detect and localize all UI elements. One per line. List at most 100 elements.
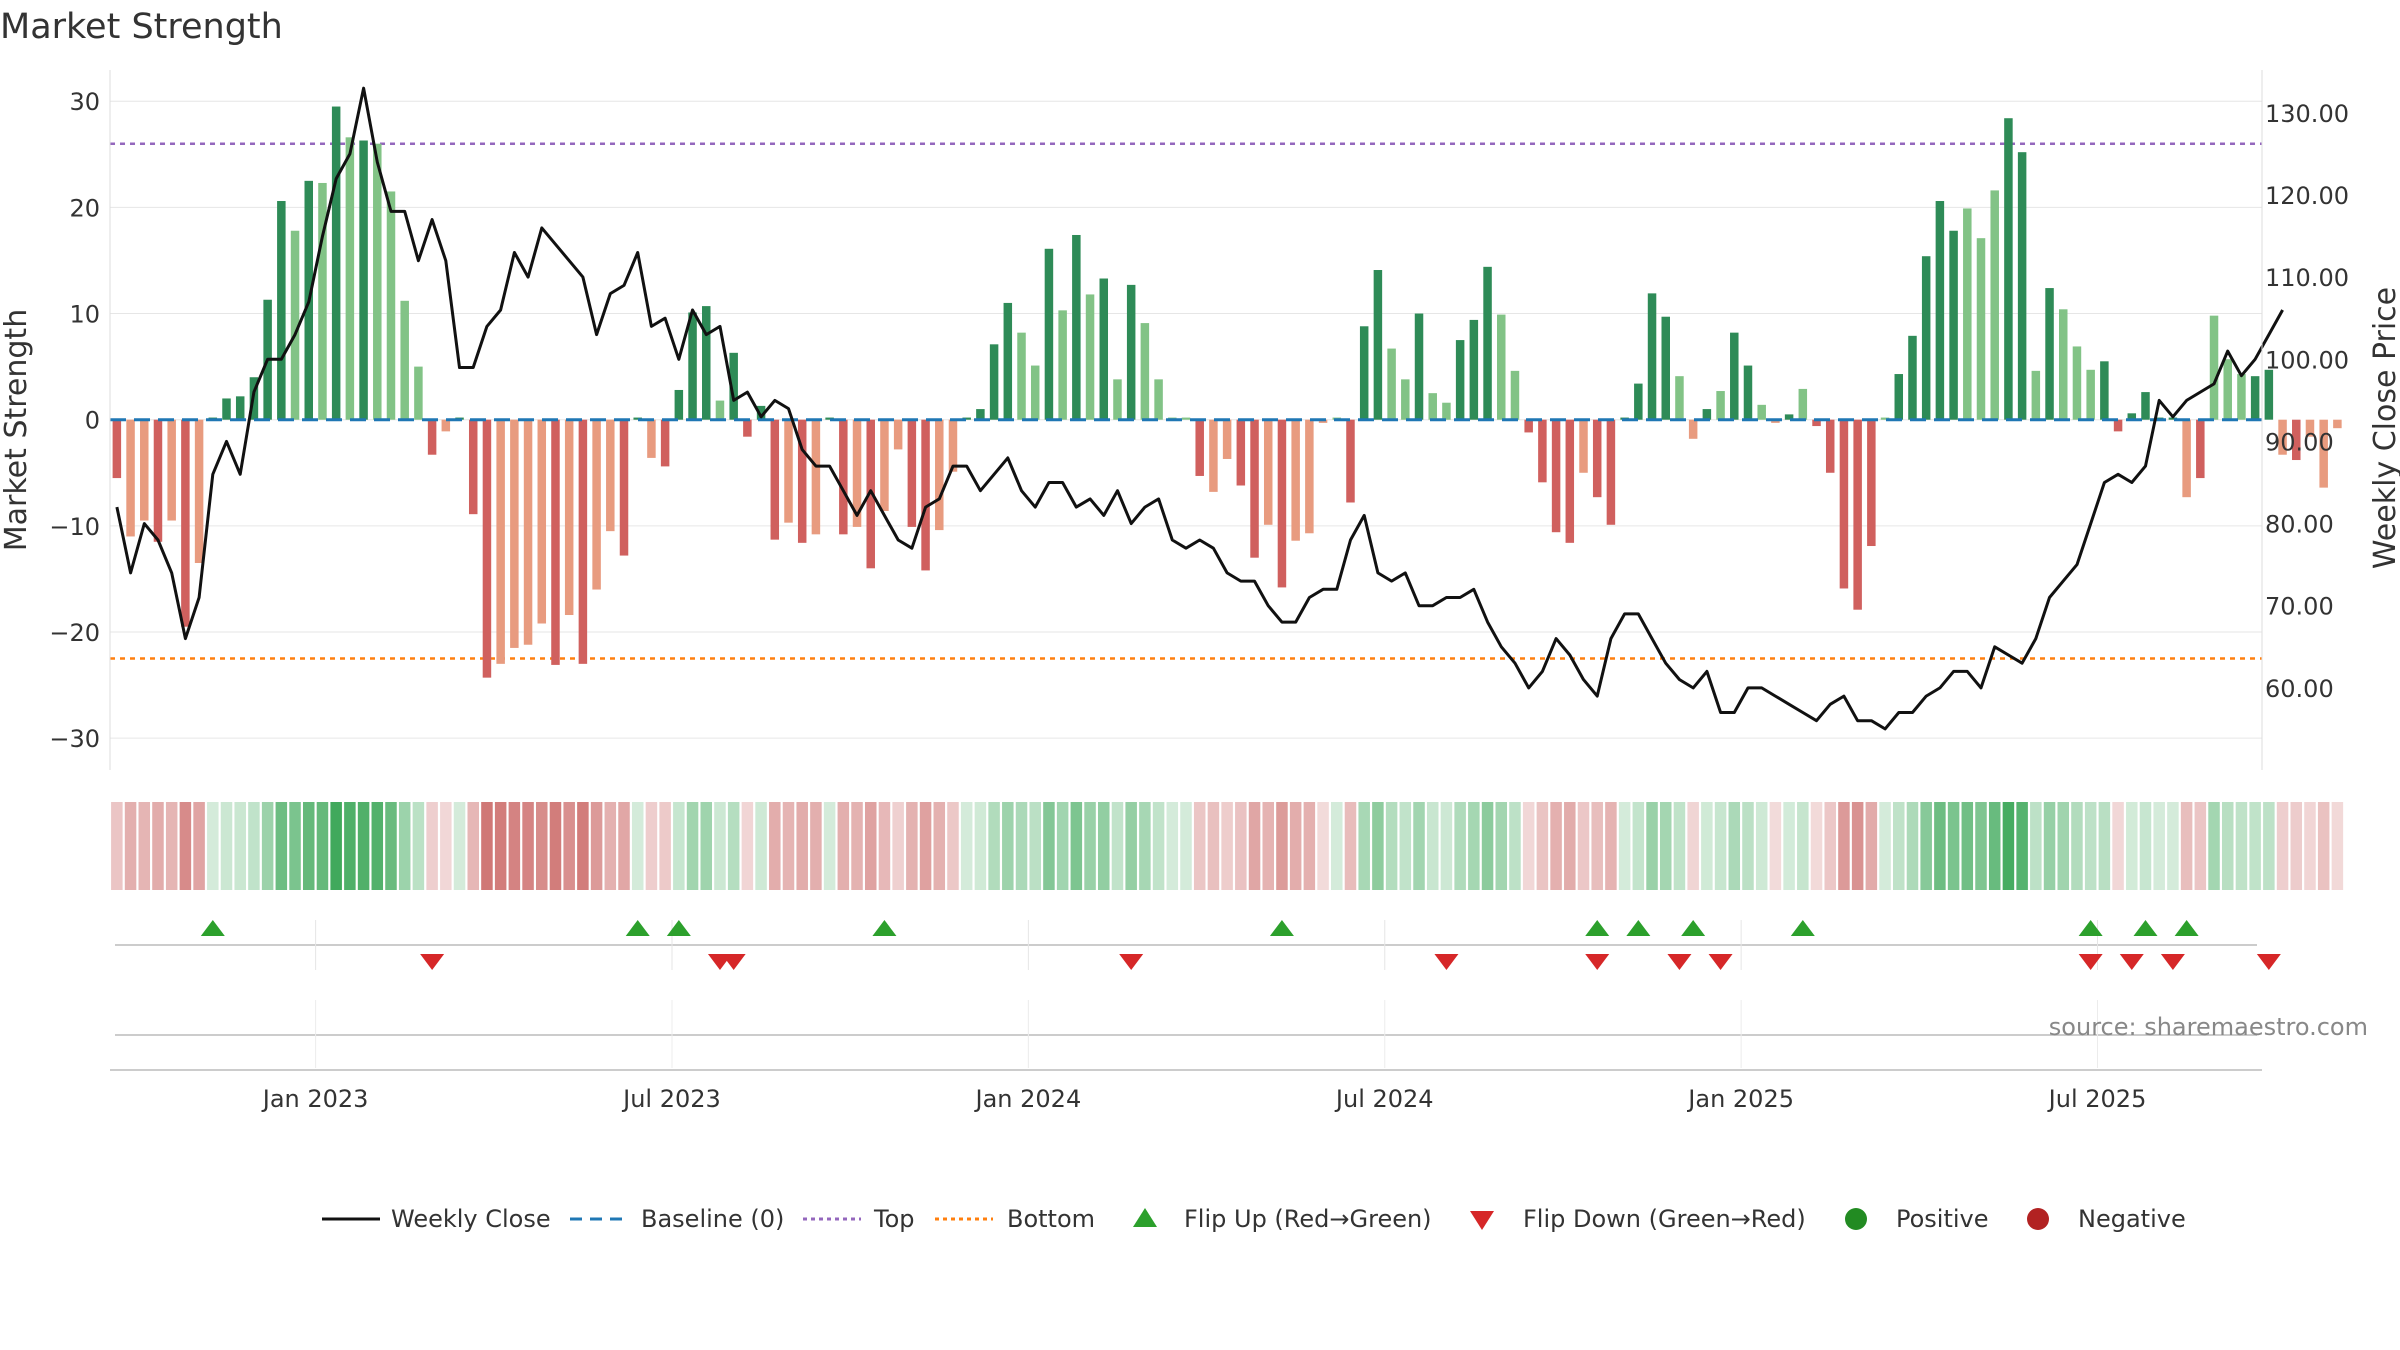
strength-bar	[468, 419, 478, 515]
heat-cell	[1098, 802, 1110, 890]
heat-cell	[302, 802, 315, 890]
heat-cell	[2084, 802, 2097, 890]
heat-cell	[947, 802, 959, 890]
strength-bar	[619, 419, 629, 556]
strength-bar	[1099, 278, 1109, 420]
strength-bar	[1565, 419, 1575, 543]
strength-bar	[112, 419, 122, 479]
heat-cell	[2221, 802, 2234, 890]
legend-positive: Positive	[1896, 1205, 1989, 1233]
flip-down-marker	[1434, 954, 1459, 970]
strength-bar	[1442, 402, 1451, 420]
heat-cell	[440, 802, 452, 890]
strength-bar	[1839, 419, 1849, 589]
strength-bar	[907, 419, 917, 527]
heat-cell	[111, 802, 123, 890]
heat-cell	[522, 802, 534, 890]
y-right-tick: 120.00	[2265, 182, 2349, 210]
heat-cell	[549, 802, 562, 890]
strength-bar	[2072, 346, 2082, 420]
strength-bar	[1154, 379, 1163, 420]
strength-bar	[1209, 419, 1218, 492]
heat-cell	[988, 802, 1000, 890]
heat-cell	[1084, 802, 1096, 890]
strength-bar	[2237, 374, 2246, 420]
strength-bar	[331, 106, 341, 420]
strength-bar	[1908, 335, 1917, 420]
strength-bar	[2209, 315, 2219, 420]
heat-cell	[1783, 802, 1795, 890]
heat-cell	[1331, 802, 1343, 890]
strength-bar	[564, 419, 574, 616]
strength-bar	[373, 143, 382, 420]
line-layer	[115, 86, 2284, 731]
heat-cell	[1838, 802, 1850, 890]
heat-cell	[234, 802, 246, 890]
heat-cell	[1289, 802, 1302, 890]
heat-cell	[851, 802, 863, 890]
heat-cell	[1111, 802, 1124, 890]
strength-bar	[140, 419, 149, 521]
heat-cell	[933, 802, 946, 890]
strength-bar	[1181, 417, 1191, 420]
heat-cell	[1303, 802, 1316, 890]
heat-cell	[152, 802, 164, 890]
strength-bar	[1743, 365, 1753, 420]
legend-flip-down-icon	[1470, 1211, 1494, 1230]
heat-cell	[1947, 802, 1960, 890]
heat-cell	[659, 802, 671, 890]
legend-weekly-close: Weekly Close	[391, 1205, 551, 1233]
strength-bar	[2333, 419, 2342, 429]
strength-bar	[1250, 419, 1259, 558]
strength-bar	[688, 312, 697, 420]
strength-bar	[1880, 417, 1890, 420]
heat-cell	[1193, 802, 1206, 890]
y-left-tick: 10	[69, 301, 100, 329]
heat-cell	[1961, 802, 1974, 890]
strength-bar	[167, 419, 176, 521]
heat-cell	[1372, 802, 1384, 890]
heat-cell	[1797, 802, 1809, 890]
strength-bar	[181, 419, 190, 627]
y-right-tick: 80.00	[2265, 511, 2334, 539]
strength-bar	[1030, 365, 1040, 420]
heat-cell	[1536, 802, 1549, 890]
y-left-tick: −10	[49, 513, 100, 541]
strength-bar	[194, 419, 204, 563]
strength-bar	[2017, 152, 2027, 420]
strength-bar	[1359, 326, 1369, 420]
legend-negative: Negative	[2078, 1205, 2186, 1233]
strength-bar	[290, 230, 300, 420]
heat-cell	[1550, 802, 1562, 890]
strength-bar	[400, 300, 409, 420]
strength-bar	[1428, 393, 1437, 420]
strength-bar	[1236, 419, 1246, 486]
strength-bar	[797, 419, 807, 543]
heat-cell	[1426, 802, 1439, 890]
strength-bar	[2264, 369, 2274, 420]
strength-bar	[2127, 413, 2137, 420]
x-tick-label: Jul 2025	[2047, 1085, 2147, 1113]
strength-bar	[1538, 419, 1547, 483]
legend-flip-down: Flip Down (Green→Red)	[1523, 1205, 1806, 1233]
strength-bar	[743, 419, 752, 437]
heat-cell	[1180, 802, 1192, 890]
flip-down-marker	[2256, 954, 2281, 970]
heat-cell	[1235, 802, 1247, 890]
legend-baseline: Baseline (0)	[641, 1205, 784, 1233]
heat-cell	[2071, 802, 2083, 890]
heat-cell	[1385, 802, 1398, 890]
strength-bar	[1867, 419, 1876, 547]
heat-strip	[111, 802, 2344, 890]
heat-cell	[2057, 802, 2070, 890]
heat-cell	[138, 802, 151, 890]
heat-cell	[1577, 802, 1590, 890]
heat-cell	[1221, 802, 1233, 890]
heat-cell	[577, 802, 589, 890]
heat-cell	[864, 802, 877, 890]
strength-bar	[976, 409, 985, 420]
heat-cell	[769, 802, 781, 890]
strength-bar	[1606, 419, 1616, 525]
x-tick-label: Jul 2024	[1334, 1085, 1434, 1113]
